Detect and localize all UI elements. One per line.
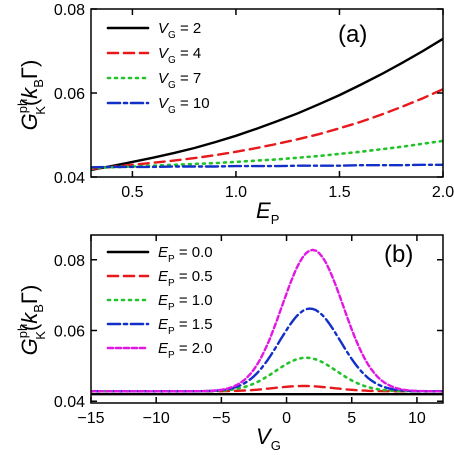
panel-a-legend-label-4: VG = 10 — [158, 95, 210, 116]
panel-a-plot-area — [91, 37, 443, 172]
panel-a-x-axis-label: EP — [256, 198, 279, 227]
panel-b-y-axis-label: Gph K(kBΓ) — [15, 285, 48, 356]
panel-b-y-tick-label-1: 0.04 — [54, 394, 85, 411]
panel-a-legend-label-2: VG = 4 — [158, 45, 201, 66]
panel-b-legend-label-1: EP = 0.0 — [158, 244, 213, 265]
panel-b-ticks: −15 −10 −5 0 5 10 0.04 0.06 0.08 — [54, 235, 443, 427]
panel-a-y-tick-label-1: 0.04 — [54, 170, 85, 187]
panel-a-series-line-2 — [91, 88, 443, 171]
panel-a-legend-label-3: VG = 7 — [158, 70, 201, 91]
panel-b-frame — [90, 234, 444, 404]
panel-a-series-line-3 — [91, 139, 443, 170]
panel-b-legend-label-2: EP = 0.5 — [158, 268, 213, 289]
panel-a: 0.5 1.0 1.5 2.0 0.04 0.06 0.08 EP Gph K(kBΓ) (a… — [15, 2, 454, 227]
panel-b-x-tick-label-1: −15 — [77, 410, 104, 427]
panel-b-x-tick-label-4: 0 — [282, 410, 291, 427]
panel-b-legend-label-4: EP = 1.5 — [158, 316, 213, 337]
panel-b: −15 −10 −5 0 5 10 0.04 0.06 0.08 VG Gph K(kBΓ) (b… — [15, 234, 444, 453]
panel-b-x-tick-label-2: −10 — [143, 410, 170, 427]
panel-b-y-tick-label-3: 0.08 — [54, 253, 85, 270]
panel-a-series-line-1 — [91, 37, 443, 172]
panel-a-series-line-4 — [91, 163, 443, 169]
panel-b-legend-label-3: EP = 1.0 — [158, 292, 213, 313]
panel-b-x-axis-label: VG — [256, 424, 281, 453]
panel-a-legend: VG = 2 VG = 4 VG = 7 VG = 10 — [106, 20, 210, 116]
panel-b-series-line-5 — [91, 248, 443, 393]
panel-a-ticks: 0.5 1.0 1.5 2.0 0.04 0.06 0.08 — [54, 2, 454, 201]
panel-a-x-tick-label-1: 0.5 — [121, 184, 143, 201]
panel-b-plot-area — [91, 248, 443, 396]
panel-b-x-tick-label-6: 10 — [408, 410, 426, 427]
panel-a-y-tick-label-3: 0.08 — [54, 2, 85, 19]
panel-a-x-tick-label-4: 2.0 — [432, 184, 454, 201]
panel-a-label: (a) — [338, 21, 367, 48]
panel-a-frame — [90, 8, 444, 178]
panel-b-y-tick-label-2: 0.06 — [54, 323, 85, 340]
panel-b-x-tick-label-3: −5 — [212, 410, 230, 427]
panel-b-x-tick-label-5: 5 — [347, 410, 356, 427]
panel-a-x-tick-label-3: 1.5 — [328, 184, 350, 201]
panel-a-x-tick-label-2: 1.0 — [225, 184, 247, 201]
panel-b-series-line-4 — [91, 307, 443, 393]
panel-a-legend-label-1: VG = 2 — [158, 20, 201, 41]
panel-b-legend: EP = 0.0 EP = 0.5 EP = 1.0 EP = 1.5 EP = 2.0 — [106, 244, 213, 361]
panel-b-label: (b) — [384, 241, 413, 268]
panel-b-legend-label-5: EP = 2.0 — [158, 340, 213, 361]
panel-a-y-tick-label-2: 0.06 — [54, 86, 85, 103]
panel-a-y-axis-label: Gph K(kBΓ) — [15, 60, 48, 131]
